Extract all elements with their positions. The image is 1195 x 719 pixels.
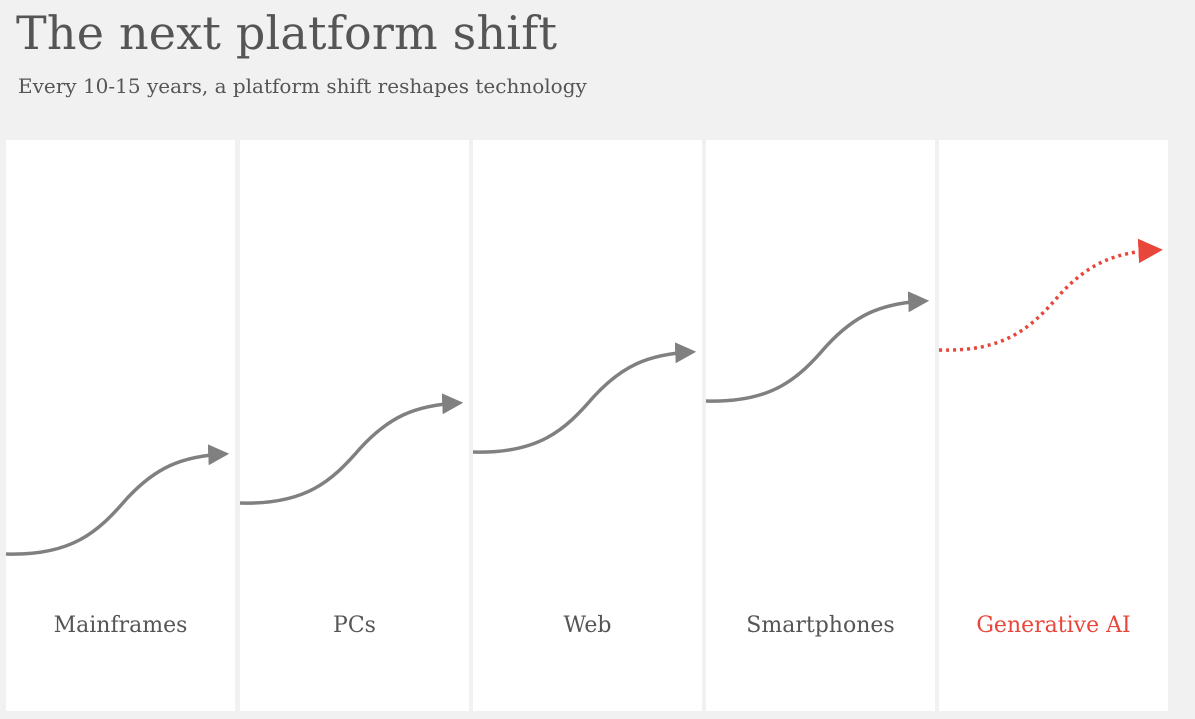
page-title: The next platform shift	[16, 6, 558, 60]
label-pcs: PCs	[333, 613, 376, 638]
label-mainframes: Mainframes	[53, 613, 188, 638]
page-subtitle: Every 10-15 years, a platform shift resh…	[18, 74, 587, 98]
panel-smartphones	[706, 140, 935, 711]
panel-mainframes	[6, 140, 235, 711]
label-generative-ai: Generative AI	[976, 613, 1131, 638]
header: The next platform shift Every 10-15 year…	[0, 0, 1195, 138]
label-web: Web	[563, 613, 612, 638]
label-smartphones: Smartphones	[746, 613, 895, 638]
panel-generative-ai	[939, 140, 1168, 711]
